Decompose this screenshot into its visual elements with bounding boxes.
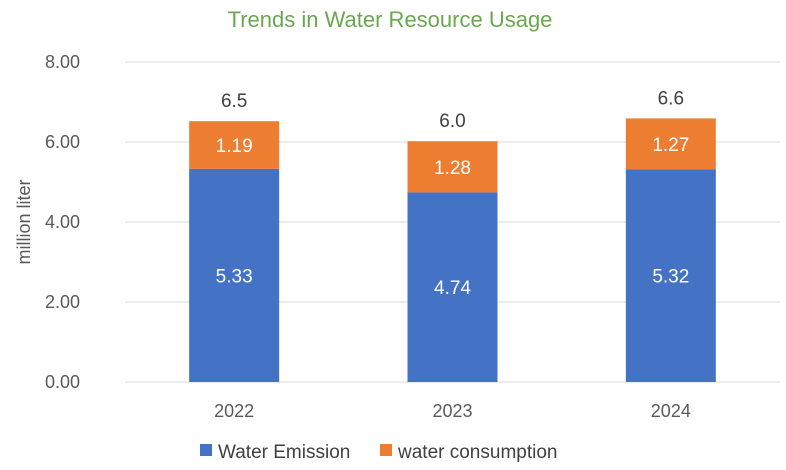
y-axis-ticks: 0.00 2.00 4.00 6.00 8.00 (45, 52, 80, 392)
legend-swatch (200, 444, 212, 456)
segment-value-label: 5.32 (652, 267, 689, 288)
legend: Water Emission water consumption (200, 442, 557, 463)
y-tick-label: 6.00 (45, 132, 80, 152)
x-tick-label: 2022 (214, 401, 254, 421)
y-axis-label: million liter (14, 179, 34, 264)
segment-value-label: 5.33 (216, 266, 253, 287)
y-tick-label: 2.00 (45, 292, 80, 312)
x-axis-ticks: 2022 2023 2024 (214, 401, 691, 421)
bars (189, 118, 716, 382)
x-tick-label: 2023 (432, 401, 472, 421)
total-value-label: 6.0 (439, 111, 465, 132)
data-labels: 5.33 1.19 6.5 4.74 1.28 6.0 5.32 1.27 6.6 (216, 88, 690, 299)
bar-segment-water-emission (189, 168, 280, 382)
y-tick-label: 4.00 (45, 212, 80, 232)
bar-segment-water-consumption (189, 121, 280, 169)
y-tick-label: 0.00 (45, 372, 80, 392)
total-value-label: 6.6 (658, 88, 684, 109)
legend-label: water consumption (397, 442, 557, 463)
legend-swatch (380, 444, 392, 456)
bar-segment-water-consumption (625, 118, 716, 170)
chart-title: Trends in Water Resource Usage (228, 7, 553, 32)
x-tick-label: 2024 (651, 401, 691, 421)
y-tick-label: 8.00 (45, 52, 80, 72)
segment-value-label: 1.28 (434, 158, 471, 179)
segment-value-label: 1.19 (216, 136, 253, 157)
bar-segment-water-emission (625, 169, 716, 382)
segment-value-label: 1.27 (652, 135, 689, 156)
bar-segment-water-emission (407, 192, 498, 382)
total-value-label: 6.5 (221, 91, 247, 112)
segment-value-label: 4.74 (434, 278, 471, 299)
bar-segment-water-consumption (407, 141, 498, 193)
legend-label: Water Emission (218, 442, 350, 463)
